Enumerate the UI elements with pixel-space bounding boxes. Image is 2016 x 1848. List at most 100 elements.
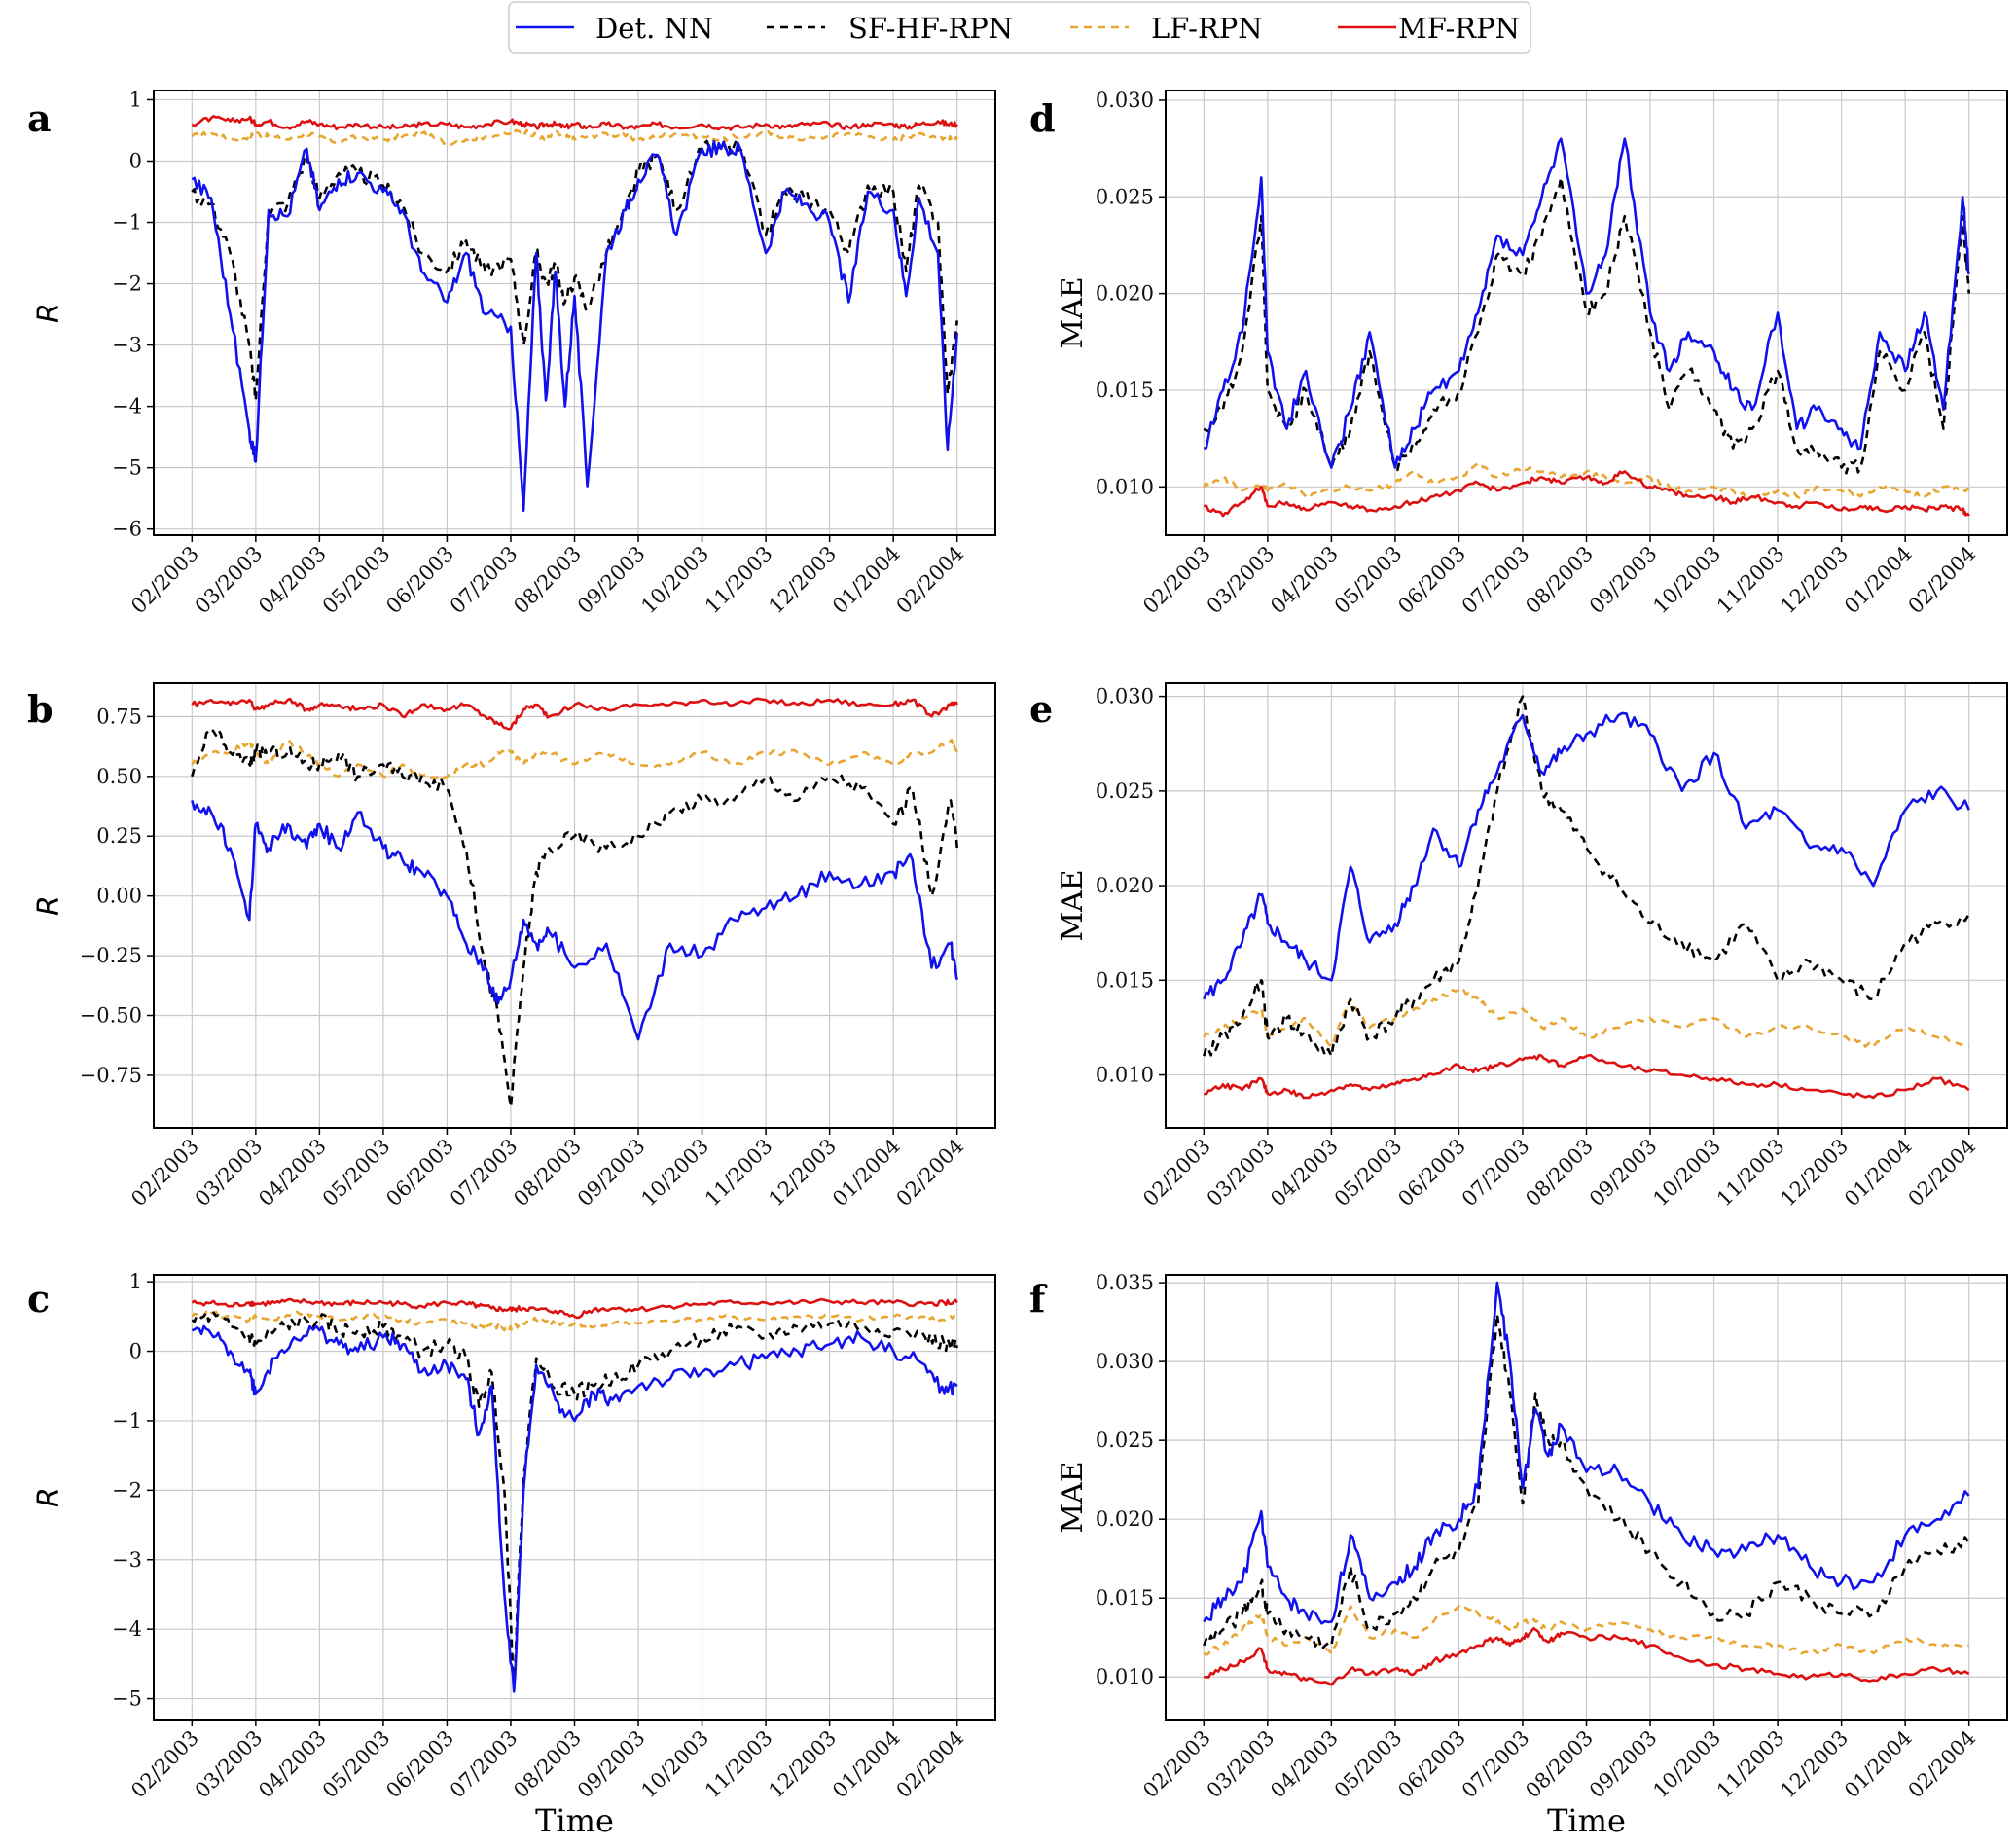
x-tick-label: 03/2003 bbox=[1203, 1726, 1279, 1803]
y-tick-label: −1 bbox=[112, 1409, 142, 1432]
x-tick-label: 12/2003 bbox=[1776, 542, 1853, 619]
x-tick-label: 07/2003 bbox=[1458, 1726, 1534, 1803]
y-tick-label: −3 bbox=[112, 1548, 142, 1572]
y-tick-label: −0.75 bbox=[80, 1064, 142, 1087]
x-tick-label: 02/2004 bbox=[892, 542, 969, 619]
x-axis-label: Time bbox=[535, 1802, 614, 1839]
y-tick-label: −2 bbox=[112, 1478, 142, 1502]
x-tick-label: 07/2003 bbox=[1458, 1135, 1534, 1212]
series-line-det-nn bbox=[1204, 137, 1970, 469]
y-axis-label: MAE bbox=[1056, 869, 1090, 941]
panel-e: 0.0300.0250.0200.0150.01002/200303/20030… bbox=[1029, 682, 2008, 1212]
x-tick-label: 05/2003 bbox=[318, 1726, 395, 1803]
x-tick-label: 11/2003 bbox=[701, 1726, 777, 1803]
series-line-det-nn bbox=[191, 800, 958, 1041]
x-tick-label: 07/2003 bbox=[446, 1135, 522, 1212]
x-tick-label: 04/2003 bbox=[1266, 1135, 1343, 1212]
x-tick-label: 02/2003 bbox=[126, 1726, 203, 1803]
x-tick-label: 01/2004 bbox=[828, 1726, 905, 1803]
x-tick-label: 02/2004 bbox=[892, 1135, 969, 1212]
x-tick-label: 07/2003 bbox=[1458, 542, 1534, 619]
series-line-det-nn bbox=[1203, 1281, 1970, 1625]
series-line-mf-rpn bbox=[1204, 470, 1970, 518]
x-tick-label: 06/2003 bbox=[381, 1135, 458, 1212]
y-tick-label: 1 bbox=[129, 88, 142, 111]
panel-a: 1 0 −1 −2 −3 −4 −5 −602/200303/200304/200305/20… bbox=[27, 88, 996, 619]
x-tick-label: 09/2003 bbox=[1585, 542, 1662, 619]
y-tick-label: −6 bbox=[112, 518, 142, 541]
y-tick-label: 0.025 bbox=[1096, 185, 1154, 208]
series-line-mf-rpn bbox=[191, 697, 958, 731]
x-tick-label: 02/2003 bbox=[1138, 1726, 1215, 1803]
legend-label-lf-rpn: LF-RPN bbox=[1151, 12, 1263, 45]
x-tick-label: 04/2003 bbox=[1266, 1726, 1343, 1803]
x-tick-label: 11/2003 bbox=[1712, 1135, 1789, 1212]
series-line-det-nn bbox=[191, 1324, 958, 1693]
y-tick-label: −5 bbox=[112, 1687, 142, 1711]
x-tick-label: 08/2003 bbox=[509, 1135, 586, 1212]
x-tick-label: 03/2003 bbox=[191, 1726, 268, 1803]
x-tick-label: 02/2004 bbox=[1904, 542, 1981, 619]
panel-letter: a bbox=[27, 96, 52, 140]
x-tick-label: 02/2003 bbox=[1138, 542, 1215, 619]
y-tick-label: 0.015 bbox=[1096, 968, 1154, 992]
y-tick-label: 0.020 bbox=[1096, 874, 1154, 897]
x-tick-label: 06/2003 bbox=[1393, 542, 1470, 619]
y-axis-label: R bbox=[32, 1487, 66, 1507]
panel-letter: e bbox=[1029, 687, 1053, 731]
legend-frame bbox=[508, 1, 1531, 54]
x-tick-label: 06/2003 bbox=[1393, 1135, 1470, 1212]
x-tick-label: 11/2003 bbox=[701, 1135, 777, 1212]
x-tick-label: 01/2004 bbox=[828, 542, 905, 619]
series-line-mf-rpn bbox=[1204, 1626, 1970, 1686]
series-line-mf-rpn bbox=[1204, 1053, 1970, 1100]
y-tick-label: −1 bbox=[112, 211, 142, 235]
series-line-det-nn bbox=[191, 139, 958, 513]
y-tick-label: 0.030 bbox=[1096, 89, 1154, 112]
y-tick-label: 0.020 bbox=[1096, 1507, 1154, 1531]
x-tick-label: 09/2003 bbox=[573, 542, 650, 619]
panel-d: 0.0300.0250.0200.0150.01002/200303/20030… bbox=[1029, 89, 2008, 619]
x-tick-label: 03/2003 bbox=[1203, 542, 1279, 619]
panel-letter: c bbox=[27, 1277, 50, 1321]
x-tick-label: 10/2003 bbox=[636, 1726, 713, 1803]
x-tick-label: 01/2004 bbox=[828, 1135, 905, 1212]
x-tick-label: 02/2004 bbox=[1904, 1135, 1981, 1212]
y-tick-label: 0.00 bbox=[96, 885, 142, 908]
x-tick-label: 10/2003 bbox=[1648, 542, 1725, 619]
series-line-lf-rpn bbox=[1203, 461, 1970, 500]
x-tick-label: 09/2003 bbox=[573, 1135, 650, 1212]
x-tick-label: 11/2003 bbox=[701, 542, 777, 619]
legend-label-mf-rpn: MF-RPN bbox=[1398, 12, 1520, 45]
y-tick-label: 1 bbox=[129, 1270, 142, 1293]
x-tick-label: 06/2003 bbox=[381, 1726, 458, 1803]
x-tick-label: 08/2003 bbox=[1521, 1726, 1598, 1803]
y-tick-label: 0 bbox=[129, 1340, 142, 1363]
x-tick-label: 02/2003 bbox=[1138, 1135, 1215, 1212]
x-tick-label: 03/2003 bbox=[1203, 1135, 1279, 1212]
y-tick-label: −4 bbox=[112, 395, 142, 418]
legend: Det. NN SF-HF-RPN LF-RPN MF-RPN bbox=[508, 1, 1531, 54]
x-tick-label: 01/2004 bbox=[1840, 542, 1917, 619]
y-axis-label: R bbox=[32, 895, 66, 916]
series-line-sf-hf-rpn bbox=[1203, 176, 1970, 475]
y-tick-label: 0.50 bbox=[96, 765, 142, 788]
x-tick-label: 09/2003 bbox=[573, 1726, 650, 1803]
x-tick-label: 12/2003 bbox=[1776, 1726, 1853, 1803]
y-tick-label: 0 bbox=[129, 149, 142, 172]
x-tick-label: 12/2003 bbox=[764, 542, 841, 619]
series-line-mf-rpn bbox=[191, 115, 958, 131]
y-tick-label: 0.010 bbox=[1096, 1064, 1154, 1087]
panel-letter: d bbox=[1029, 96, 1056, 140]
x-tick-label: 08/2003 bbox=[509, 1726, 586, 1803]
x-tick-label: 12/2003 bbox=[764, 1135, 841, 1212]
x-tick-label: 07/2003 bbox=[446, 542, 522, 619]
series-line-lf-rpn bbox=[191, 1310, 957, 1332]
series-line-sf-hf-rpn bbox=[1203, 1313, 1970, 1651]
y-tick-label: 0.015 bbox=[1096, 1586, 1154, 1610]
x-tick-label: 09/2003 bbox=[1585, 1135, 1662, 1212]
x-tick-label: 05/2003 bbox=[1330, 1135, 1407, 1212]
x-tick-label: 01/2004 bbox=[1840, 1726, 1917, 1803]
x-tick-label: 02/2003 bbox=[126, 542, 203, 619]
